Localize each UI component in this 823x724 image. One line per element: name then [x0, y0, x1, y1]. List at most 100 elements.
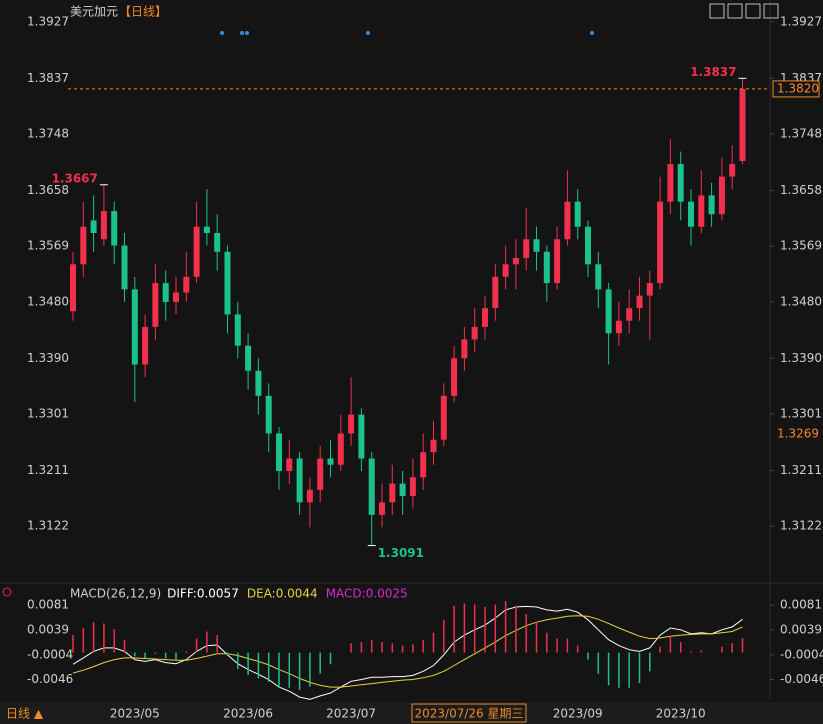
candle-body: [389, 483, 396, 503]
candle-body: [574, 201, 581, 227]
candle-body: [100, 211, 107, 240]
y-tick-label: -0.0004: [27, 647, 73, 661]
candle-body: [379, 502, 385, 515]
y-tick-label: 1.3211: [27, 463, 69, 477]
candle-body: [615, 320, 622, 334]
candle-body: [667, 164, 674, 202]
y-tick-label-right: 1.3569: [780, 239, 822, 253]
cursor-label-box: [411, 703, 527, 723]
candle-body: [657, 201, 664, 284]
y-tick-label: 1.3927: [27, 14, 69, 28]
candle-body: [492, 276, 499, 309]
toolbar-button[interactable]: [709, 3, 725, 19]
y-tick-label: 1.3569: [27, 239, 69, 253]
high-annotation: 1.3667: [52, 171, 98, 185]
y-tick-label-right: 1.3927: [780, 14, 822, 28]
candle-body: [173, 292, 179, 302]
candle-body: [214, 232, 221, 252]
candle-body: [368, 458, 375, 515]
legend-entry: MACD:0.0025: [326, 587, 408, 601]
event-dot[interactable]: [366, 31, 370, 35]
y-tick-label-right: 1.3211: [780, 463, 822, 477]
candle-body: [276, 433, 282, 472]
last-price-label: 1.3820: [777, 81, 819, 95]
indicator-title: MACD(26,12,9): [70, 587, 161, 601]
toolbar-button[interactable]: [727, 3, 743, 19]
candle-body: [245, 345, 252, 371]
x-tick-label: 2023/06: [223, 707, 273, 721]
candle-body: [152, 283, 159, 327]
indicator-icon[interactable]: [2, 587, 12, 597]
candle-body: [80, 226, 87, 265]
event-dot[interactable]: [590, 31, 594, 35]
candle-body: [337, 433, 344, 465]
event-dot[interactable]: [240, 31, 244, 35]
x-tick-label: 2023/05: [110, 707, 160, 721]
candle-body: [636, 295, 643, 309]
candle-body: [327, 458, 334, 465]
candle-body: [131, 289, 138, 365]
candle-body: [358, 414, 365, 459]
y-tick-label-right: -0.0046: [780, 672, 823, 686]
candle-body: [646, 283, 653, 296]
candle-body: [451, 358, 458, 396]
x-tick-label: 2023/07: [326, 707, 376, 721]
candle-body: [729, 164, 736, 177]
candle-body: [255, 370, 262, 396]
candle-body: [399, 483, 406, 497]
y-tick-label: 1.3837: [27, 71, 69, 85]
y-tick-label-right: 0.0039: [780, 622, 822, 636]
period-label: 【日线】: [119, 5, 167, 19]
candle-body: [718, 176, 725, 215]
candle-body: [554, 239, 561, 284]
marker-price-label: 1.3269: [777, 427, 819, 441]
candle-body: [543, 251, 550, 284]
candle-body: [502, 264, 509, 277]
candle-body: [708, 195, 715, 215]
y-tick-label-right: 1.3480: [780, 294, 822, 308]
candle-body: [739, 88, 746, 161]
x-tick-label: 2023/09: [553, 707, 603, 721]
high-annotation: 1.3837: [690, 65, 736, 79]
candle-body: [523, 239, 530, 259]
y-tick-label-right: -0.0004: [780, 647, 823, 661]
marker-price-box: [773, 426, 819, 443]
cursor-label: 2023/07/26 星期三: [415, 707, 524, 721]
candle-body: [605, 289, 612, 334]
candle-body: [317, 458, 324, 490]
candle-body: [111, 211, 118, 246]
chart-title: 美元加元: [70, 5, 118, 19]
event-dot[interactable]: [245, 31, 249, 35]
y-tick-label: 1.3390: [27, 351, 69, 365]
legend-entry: DIFF:0.0057: [167, 587, 239, 601]
macd-line: [72, 615, 743, 688]
y-tick-label-right: 1.3658: [780, 183, 822, 197]
candle-body: [70, 264, 76, 312]
candle-body: [564, 201, 571, 240]
y-tick-label: 1.3480: [27, 294, 69, 308]
toolbar-button[interactable]: [745, 3, 761, 19]
candle-body: [461, 339, 468, 359]
candle-body: [626, 308, 633, 321]
y-tick-label: 1.3301: [27, 407, 69, 421]
candle-body: [193, 226, 200, 277]
event-dot[interactable]: [220, 31, 224, 35]
y-tick-label: 1.3122: [27, 519, 69, 533]
candle-body: [533, 239, 540, 252]
y-tick-label: -0.0046: [27, 672, 73, 686]
candle-body: [234, 314, 241, 346]
candle-body: [162, 283, 169, 302]
candle-body: [224, 251, 231, 315]
y-tick-label: 0.0081: [27, 598, 69, 612]
candle-body: [306, 489, 313, 503]
x-tick-label: 2023/10: [656, 707, 706, 721]
period-switch[interactable]: 日线 ▲: [6, 707, 44, 721]
candle-body: [512, 258, 519, 265]
candle-body: [595, 264, 602, 290]
candle-body: [482, 308, 488, 327]
candle-body: [677, 164, 684, 202]
toolbar-button[interactable]: [763, 3, 779, 19]
y-tick-label-right: 1.3122: [780, 519, 822, 533]
candle-body: [348, 414, 355, 434]
